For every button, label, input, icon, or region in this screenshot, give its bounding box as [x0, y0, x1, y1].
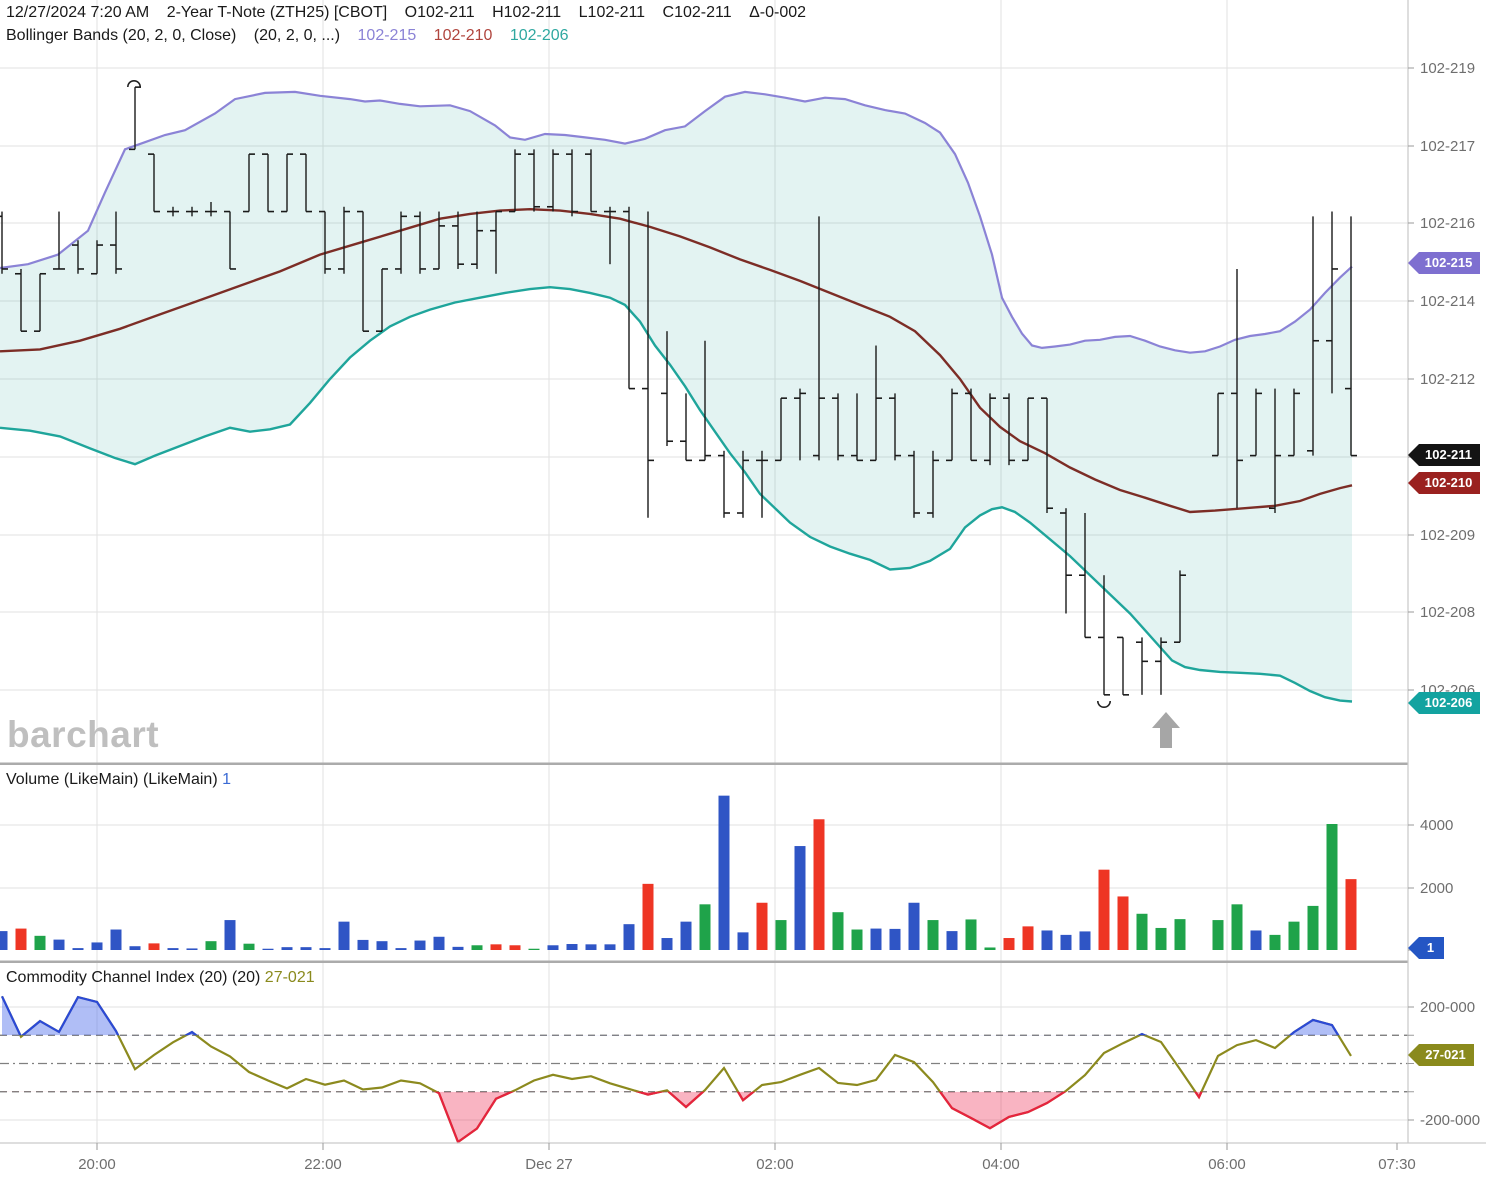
svg-text:06:00: 06:00 [1208, 1156, 1246, 1173]
quote-change: Δ-0-002 [749, 4, 807, 21]
quote-high: H102-211 [492, 4, 562, 21]
svg-text:2000: 2000 [1420, 880, 1453, 897]
bollinger-lower-line [0, 285, 1353, 703]
bollinger-band-fill [0, 91, 1352, 702]
badge-upper-band: 102-215 [1408, 252, 1480, 274]
cycle-marker-bottom-icon [1097, 700, 1111, 708]
svg-text:102-219: 102-219 [1420, 60, 1475, 77]
cci-panel [0, 995, 1408, 1144]
bollinger-middle-value: 102-210 [433, 27, 493, 44]
bollinger-title-line: Bollinger Bands (20, 2, 0, Close) (20, 2… [6, 27, 582, 45]
svg-text:102-214: 102-214 [1420, 293, 1475, 310]
svg-text:102-209: 102-209 [1420, 527, 1475, 544]
svg-text:20:00: 20:00 [78, 1156, 116, 1173]
panel-divider [0, 960, 1486, 963]
svg-text:Dec 27: Dec 27 [525, 1156, 573, 1173]
bollinger-middle-line [0, 207, 1353, 514]
price-panel [0, 80, 1353, 748]
badge-cci: 27-021 [1408, 1044, 1474, 1066]
svg-text:07:30: 07:30 [1378, 1156, 1416, 1173]
volume-label: Volume (LikeMain) [6, 771, 139, 788]
bollinger-upper-line [0, 90, 1353, 354]
bollinger-label: Bollinger Bands (20, 2, 0, Close) [6, 27, 237, 44]
quote-open: O102-211 [404, 4, 475, 21]
axis-ticks [96, 67, 1414, 1150]
chart-symbol: 2-Year T-Note (ZTH25) [CBOT] [166, 4, 388, 21]
quote-close: C102-211 [662, 4, 732, 21]
grid-lines [0, 0, 1408, 1143]
badge-middle-band: 102-210 [1408, 472, 1480, 494]
svg-text:200-000: 200-000 [1420, 999, 1475, 1016]
bollinger-lower-value: 102-206 [509, 27, 569, 44]
volume-panel-title: Volume (LikeMain) (LikeMain) 1 [6, 771, 231, 789]
volume-value: 1 [222, 771, 231, 788]
up-arrow-icon [1152, 712, 1180, 748]
svg-text:102-216: 102-216 [1420, 215, 1475, 232]
bollinger-upper-value: 102-215 [357, 27, 417, 44]
cci-label: Commodity Channel Index (20) [6, 969, 228, 986]
cci-value: 27-021 [264, 969, 315, 986]
cci-params: (20) [231, 969, 261, 986]
axis-labels: 102-219 102-217 102-216 102-214 102-212 102-2… [78, 60, 1480, 1173]
cci-oversold-fill [2, 1091, 1351, 1142]
cycle-marker-top-icon [127, 80, 141, 88]
svg-text:102-208: 102-208 [1420, 604, 1475, 621]
svg-text:102-217: 102-217 [1420, 138, 1475, 155]
bollinger-params: (20, 2, 0, ...) [253, 27, 341, 44]
badge-lower-band: 102-206 [1408, 692, 1480, 714]
svg-text:4000: 4000 [1420, 817, 1453, 834]
svg-text:04:00: 04:00 [982, 1156, 1020, 1173]
badge-volume: 1 [1408, 937, 1444, 959]
quote-low: L102-211 [578, 4, 646, 21]
barchart-watermark-logo: barchart [7, 714, 160, 755]
svg-text:22:00: 22:00 [304, 1156, 342, 1173]
ohlc-bars [0, 86, 1357, 696]
volume-panel [0, 795, 1357, 950]
panel-divider [0, 762, 1486, 765]
svg-text:102-212: 102-212 [1420, 371, 1475, 388]
svg-text:02:00: 02:00 [756, 1156, 794, 1173]
chart-datetime: 12/27/2024 7:20 AM [6, 4, 150, 21]
badge-last-price: 102-211 [1408, 444, 1480, 466]
ohlc-title-line: 12/27/2024 7:20 AM 2-Year T-Note (ZTH25)… [6, 4, 819, 22]
cci-panel-title: Commodity Channel Index (20) (20) 27-021 [6, 969, 315, 987]
volume-params: (LikeMain) [142, 771, 218, 788]
svg-text:-200-000: -200-000 [1420, 1112, 1480, 1129]
